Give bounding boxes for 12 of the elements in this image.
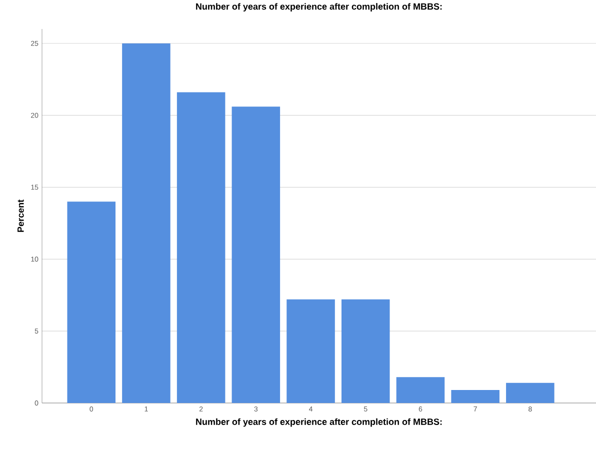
bar <box>451 390 500 403</box>
bar <box>396 377 445 403</box>
chart-title: Number of years of experience after completion of MBBS: <box>196 3 442 12</box>
bar <box>341 299 390 403</box>
bar <box>122 43 170 403</box>
x-axis-title: Number of years of experience after completion of MBBS: <box>196 418 442 427</box>
bar <box>67 202 116 403</box>
bar <box>506 382 554 403</box>
bar <box>176 92 226 403</box>
bar <box>286 299 335 403</box>
bar <box>232 106 280 403</box>
y-axis-title: Percent <box>18 200 24 232</box>
